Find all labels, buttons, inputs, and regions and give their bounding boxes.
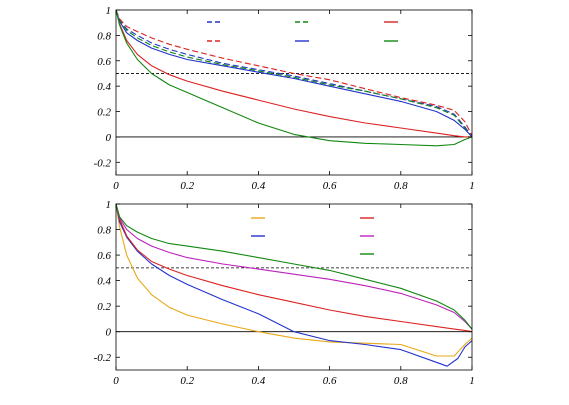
x-tick-label-2: 0.4 [252,375,266,387]
series-line-1-3 [115,9,473,138]
y-tick-label-2: 0.6 [97,250,111,262]
x-tick-label-2: 0.8 [394,375,408,387]
x-tick-label-1: 0.4 [252,180,266,192]
x-tick-label-1: 0.8 [394,180,408,192]
series-line-1-6 [115,9,473,147]
y-tick-label-2: 0.8 [97,225,111,237]
y-tick-label-1: 0.6 [97,56,111,68]
series-line-2-3 [115,203,473,333]
y-tick-label-2: 0.4 [97,276,111,288]
series-line-2-4 [115,203,473,330]
series-line-1-1 [115,9,473,138]
plot-frame-2 [115,203,473,371]
y-tick-label-1: 0.2 [97,107,111,119]
chart-panel-1: 0 0.2 0.4 0.6 0.8 1-0.200.20.40.60.81 [94,5,475,192]
x-tick-label-1: 0 [113,180,119,192]
y-tick-label-1: -0.2 [94,157,112,169]
y-tick-label-1: 0.4 [97,81,111,93]
y-tick-label-2: 0.2 [97,301,111,313]
y-tick-label-1: 0 [106,132,112,144]
chart-panel-2: 0 0.2 0.4 0.6 0.8 1-0.200.20.40.60.81 [94,199,475,387]
x-tick-label-2: 1 [469,375,475,387]
x-tick-label-1: 0.2 [180,180,194,192]
x-tick-label-1: 0.6 [323,180,337,192]
x-tick-label-2: 0.6 [323,375,337,387]
plot-frame-1 [115,9,473,176]
x-tick-label-1: 1 [469,180,475,192]
series-line-1-5 [115,9,472,138]
series-line-2-5 [115,203,473,330]
x-tick-label-2: 0 [113,375,119,387]
y-tick-label-1: 0.8 [97,30,111,42]
series-line-2-1 [115,203,473,357]
series-line-1-4 [115,9,473,138]
y-tick-label-2: -0.2 [94,352,112,364]
x-tick-label-2: 0.2 [180,375,194,387]
y-tick-label-2: 1 [106,199,112,211]
series-line-2-2 [115,203,473,367]
y-tick-label-1: 1 [106,5,112,17]
series-line-1-2 [115,9,473,136]
y-tick-label-2: 0 [106,327,112,339]
